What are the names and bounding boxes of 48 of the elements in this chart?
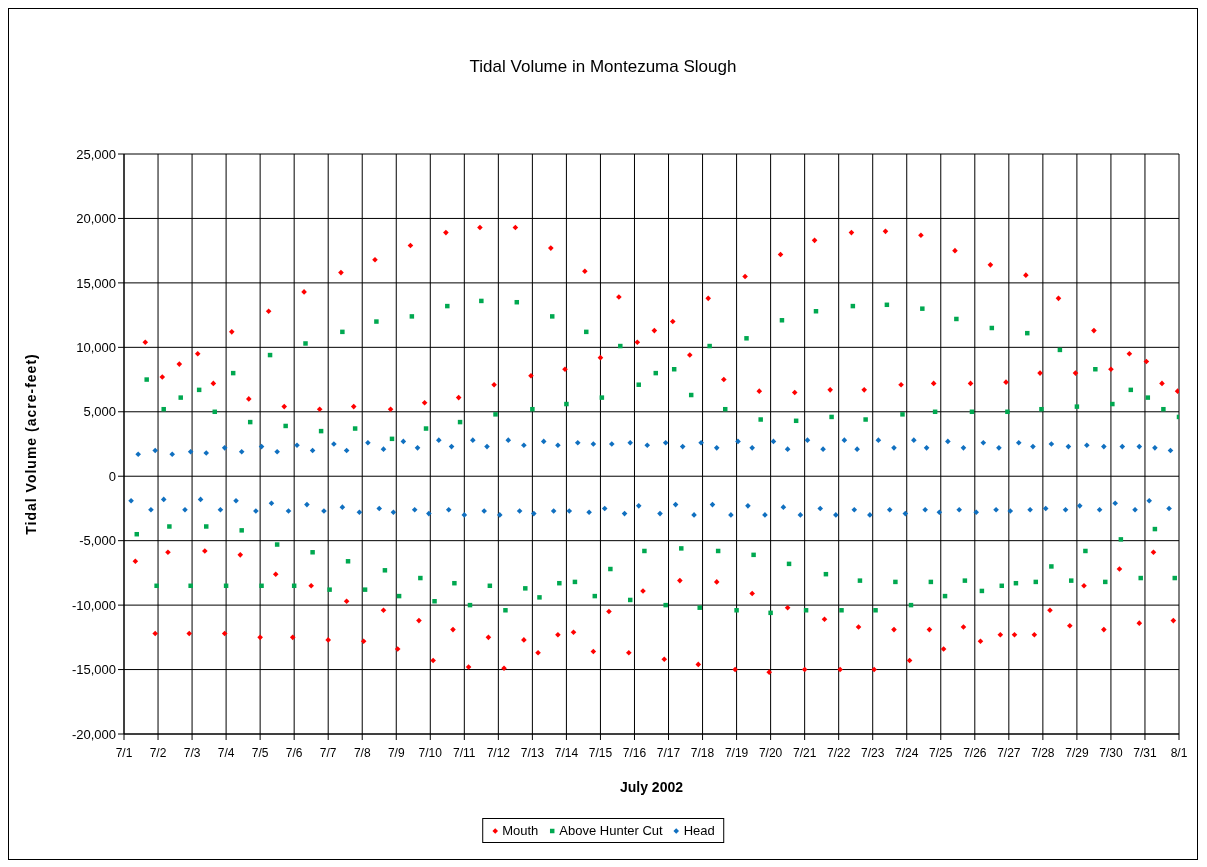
x-tick-label: 7/15 xyxy=(588,745,613,760)
y-tick-label: 15,000 xyxy=(76,275,116,291)
x-tick-label: 7/16 xyxy=(622,745,647,760)
x-tick-label: 7/2 xyxy=(149,745,167,760)
y-tick-label: 25,000 xyxy=(76,146,116,162)
x-tick-label: 8/1 xyxy=(1170,745,1188,760)
y-tick-label: 10,000 xyxy=(76,339,116,355)
legend-label: Head xyxy=(683,823,715,838)
legend-label: Mouth xyxy=(502,823,539,838)
x-tick-label: 7/23 xyxy=(861,745,885,760)
y-tick-label: -10,000 xyxy=(71,597,116,613)
y-tick-label: -5,000 xyxy=(79,533,116,549)
y-tick-label: 20,000 xyxy=(76,211,116,227)
y-tick-label: 5,000 xyxy=(83,404,116,420)
x-tick-label: 7/24 xyxy=(895,745,919,760)
x-tick-label: 7/30 xyxy=(1099,745,1123,760)
x-tick-label: 7/27 xyxy=(997,745,1021,760)
legend-label: Above Hunter Cut xyxy=(559,823,663,838)
chart-title: Tidal Volume in Montezuma Slough xyxy=(468,57,738,77)
y-tick-label: -20,000 xyxy=(71,726,116,742)
x-tick-label: 7/21 xyxy=(792,745,817,760)
x-tick-label: 7/25 xyxy=(929,745,953,760)
x-tick-label: 7/1 xyxy=(115,745,133,760)
x-tick-label: 7/8 xyxy=(353,745,371,760)
x-tick-label: 7/10 xyxy=(418,745,443,760)
x-tick-label: 7/12 xyxy=(486,745,511,760)
y-tick-label: 0 xyxy=(108,468,116,484)
x-tick-label: 7/17 xyxy=(656,745,681,760)
x-tick-label: 7/4 xyxy=(217,745,235,760)
x-tick-label: 7/18 xyxy=(690,745,715,760)
x-tick-label: 7/31 xyxy=(1133,745,1157,760)
x-tick-label: 7/28 xyxy=(1031,745,1055,760)
x-tick-label: 7/9 xyxy=(387,745,405,760)
x-tick-label: 7/3 xyxy=(183,745,201,760)
x-tick-label: 7/29 xyxy=(1065,745,1089,760)
x-tick-label: 7/20 xyxy=(758,745,783,760)
x-tick-label: 7/7 xyxy=(319,745,337,760)
x-tick-label: 7/5 xyxy=(251,745,269,760)
x-tick-label: 7/19 xyxy=(724,745,749,760)
x-tick-label: 7/14 xyxy=(554,745,579,760)
x-tick-label: 7/11 xyxy=(453,745,476,760)
x-tick-label: 7/22 xyxy=(827,745,851,760)
x-tick-label: 7/26 xyxy=(963,745,987,760)
y-axis-title: Tidal Volume (acre-feet) xyxy=(22,353,39,535)
x-tick-label: 7/6 xyxy=(285,745,303,760)
x-axis-title: July 2002 xyxy=(619,779,684,795)
y-tick-label: -15,000 xyxy=(71,662,116,678)
x-tick-label: 7/13 xyxy=(520,745,545,760)
